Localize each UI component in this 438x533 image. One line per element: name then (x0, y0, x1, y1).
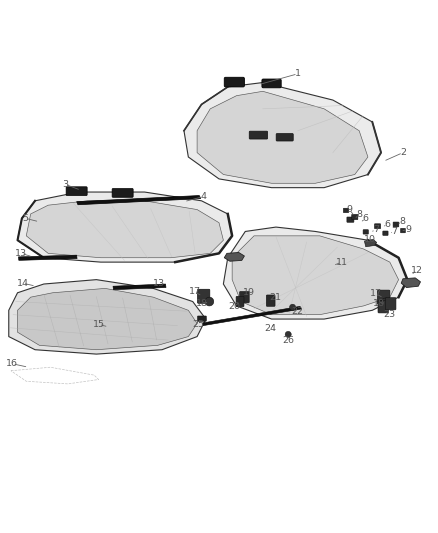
Text: 26: 26 (282, 336, 294, 344)
FancyBboxPatch shape (352, 214, 358, 220)
Polygon shape (9, 280, 206, 354)
Text: 5: 5 (22, 214, 28, 223)
Text: 18: 18 (196, 299, 208, 308)
Polygon shape (113, 284, 166, 290)
FancyBboxPatch shape (378, 290, 390, 304)
Polygon shape (223, 227, 407, 319)
Polygon shape (224, 253, 244, 261)
Text: 10: 10 (364, 235, 376, 244)
FancyBboxPatch shape (249, 131, 268, 139)
FancyBboxPatch shape (224, 77, 244, 87)
FancyBboxPatch shape (112, 189, 133, 197)
Circle shape (290, 304, 296, 310)
Polygon shape (26, 201, 223, 258)
Circle shape (205, 297, 214, 306)
FancyBboxPatch shape (343, 208, 349, 213)
FancyBboxPatch shape (66, 187, 87, 196)
Text: 19: 19 (243, 288, 255, 297)
Text: 13: 13 (15, 249, 27, 258)
Text: 15: 15 (92, 320, 105, 329)
Polygon shape (77, 196, 201, 205)
Text: 24: 24 (265, 324, 277, 333)
Text: 4: 4 (201, 192, 207, 201)
FancyBboxPatch shape (198, 316, 206, 321)
Text: 3: 3 (62, 180, 68, 189)
Polygon shape (364, 239, 377, 247)
Text: 23: 23 (384, 310, 396, 319)
FancyBboxPatch shape (236, 296, 244, 307)
Text: 6: 6 (385, 220, 391, 229)
Polygon shape (232, 236, 399, 314)
FancyBboxPatch shape (374, 224, 381, 229)
Text: 16: 16 (6, 359, 18, 368)
FancyBboxPatch shape (198, 289, 210, 303)
FancyBboxPatch shape (378, 301, 389, 313)
Polygon shape (18, 255, 77, 260)
Polygon shape (184, 83, 381, 188)
Text: 14: 14 (17, 279, 29, 288)
FancyBboxPatch shape (262, 79, 281, 88)
Text: 9: 9 (346, 205, 353, 214)
Circle shape (285, 332, 291, 337)
Text: 2: 2 (400, 148, 406, 157)
Text: 22: 22 (291, 306, 303, 316)
Text: 1: 1 (295, 69, 301, 78)
Text: 9: 9 (405, 225, 411, 234)
Text: 12: 12 (411, 265, 423, 274)
FancyBboxPatch shape (393, 222, 399, 227)
Text: 6: 6 (363, 214, 369, 223)
Text: 7: 7 (373, 225, 379, 234)
Text: 13: 13 (152, 279, 165, 288)
Polygon shape (18, 288, 197, 350)
Polygon shape (197, 91, 368, 183)
Text: 18: 18 (373, 299, 385, 308)
Polygon shape (401, 278, 420, 287)
Text: 21: 21 (269, 293, 281, 302)
Text: 20: 20 (228, 302, 240, 311)
FancyBboxPatch shape (401, 229, 406, 233)
FancyBboxPatch shape (266, 295, 275, 306)
Polygon shape (18, 192, 232, 262)
Text: 17: 17 (189, 287, 201, 296)
FancyBboxPatch shape (385, 297, 396, 310)
Text: 8: 8 (356, 211, 362, 219)
FancyBboxPatch shape (383, 231, 388, 236)
Text: 8: 8 (399, 217, 405, 226)
FancyBboxPatch shape (240, 292, 249, 303)
Circle shape (381, 298, 390, 307)
Polygon shape (202, 306, 301, 326)
Text: 17: 17 (370, 289, 382, 298)
FancyBboxPatch shape (276, 134, 293, 141)
Text: 7: 7 (391, 227, 397, 236)
Text: 25: 25 (192, 320, 204, 329)
FancyBboxPatch shape (363, 230, 368, 234)
Text: 11: 11 (336, 257, 348, 266)
FancyBboxPatch shape (347, 217, 354, 222)
